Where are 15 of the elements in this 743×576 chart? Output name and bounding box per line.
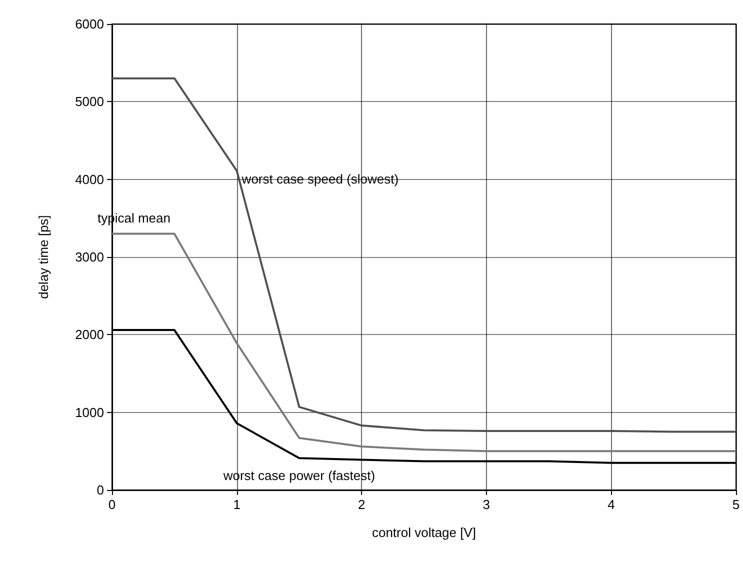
y-axis-title: delay time [ps]: [36, 215, 51, 299]
x-tick-label: 4: [608, 497, 615, 512]
y-tick-label: 3000: [75, 250, 104, 264]
y-tick-label: 4000: [75, 172, 104, 187]
y-tick-label: 5000: [75, 94, 104, 110]
x-tick-label: 0: [108, 497, 116, 512]
x-tick-label: 3: [482, 497, 490, 512]
x-axis-title: control voltage [V]: [372, 525, 476, 540]
y-tick-label: 1000: [75, 404, 104, 420]
x-tick-label: 2: [358, 497, 366, 512]
y-tick-label: 0: [96, 482, 104, 498]
x-tick-label: 5: [732, 497, 740, 512]
x-tick-label: 1: [233, 497, 240, 512]
y-tick-label: 6000: [75, 16, 104, 32]
y-tick-label: 2000: [75, 327, 104, 342]
